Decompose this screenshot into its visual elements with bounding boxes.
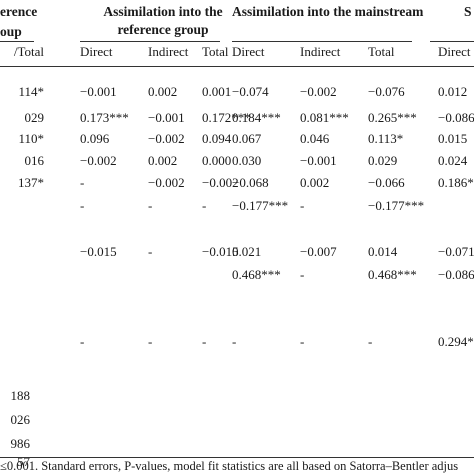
table-cell: −0.015: [80, 244, 117, 259]
table-cell: 0.184***: [232, 110, 281, 125]
table-cell: 110*: [18, 131, 44, 146]
table-cell: 0.000: [202, 153, 232, 168]
table-cell: −0.074: [232, 84, 269, 99]
table-cell: −0.002: [202, 175, 239, 190]
table-cell: 0.094: [202, 131, 232, 146]
table-cell: -: [148, 198, 153, 213]
table-cell: −0.071: [438, 244, 474, 259]
group2-header: Assimilation into the mainstream: [232, 4, 424, 19]
table-cell: 114*: [18, 84, 44, 99]
fit-statistic-value: 026: [10, 412, 31, 427]
table-cell: 0.030: [232, 153, 262, 168]
table-cell: 0.113*: [368, 131, 404, 146]
header-rule-group3: [430, 41, 474, 42]
table-bottom-rule: [0, 457, 474, 458]
table-cell: −0.007: [300, 244, 337, 259]
table-cell: −0.002: [148, 175, 185, 190]
table-cell: −0.066: [368, 175, 405, 190]
table-cell: 0.294*: [438, 334, 474, 349]
table-cell: 0.021: [232, 244, 262, 259]
table-cell: 0.046: [300, 131, 330, 146]
col0-header-line2: oup: [0, 24, 22, 39]
table-cell: 0.002: [148, 84, 178, 99]
table-cell: 0.002: [148, 153, 178, 168]
table-cell: −0.002: [148, 131, 185, 146]
table-cell: −0.001: [300, 153, 337, 168]
table-cell: -: [148, 334, 153, 349]
table-cell: 0.001: [202, 84, 232, 99]
table-cell: 137*: [18, 175, 44, 190]
group1-header-line1: Assimilation into the: [103, 4, 223, 19]
table-cell: -: [300, 334, 305, 349]
table-cell: -: [202, 334, 207, 349]
table-cell: 0.002: [300, 175, 330, 190]
subheader-rule: [0, 66, 474, 67]
table-cell: −0.086: [438, 110, 474, 125]
table-cell: 0.096: [80, 131, 110, 146]
table-cell: 0.012: [438, 84, 468, 99]
table-cell: -: [300, 198, 305, 213]
header-rule-group2: [232, 41, 412, 42]
column-subheader: Indirect: [148, 44, 189, 59]
column-subheader: Direct: [232, 44, 265, 59]
table-cell: 0.024: [438, 153, 468, 168]
column-subheader: Direct: [80, 44, 113, 59]
table-cell: 016: [24, 153, 45, 168]
table-cell: 0.029: [368, 153, 398, 168]
col0-header-line1: erence: [0, 4, 38, 19]
column-subheader: Total: [368, 44, 395, 59]
table-cell: 0.186*: [438, 175, 474, 190]
table-cell: -: [202, 198, 207, 213]
header-rule-col0: [0, 41, 34, 42]
table-cell: -: [80, 175, 85, 190]
table-cell: −0.002: [80, 153, 117, 168]
table-cell: 0.067: [232, 131, 262, 146]
table-cell: −0.002: [300, 84, 337, 99]
table-cell: 0.014: [368, 244, 398, 259]
column-subheader: Direct: [438, 44, 471, 59]
fit-statistic-value: 986: [10, 436, 31, 451]
table-cell: -: [148, 244, 153, 259]
table-cell: −0.177***: [232, 198, 289, 213]
column-subheader: Indirect: [300, 44, 341, 59]
table-cell: −0.068: [232, 175, 269, 190]
table-cell: -: [80, 334, 85, 349]
column-subheader: /Total: [13, 44, 44, 59]
table-cell: −0.076: [368, 84, 405, 99]
table-cell: −0.001: [148, 110, 185, 125]
table-cell: 0.265***: [368, 110, 417, 125]
table-cell: 0.468***: [232, 267, 281, 282]
table-cell: −0.001: [80, 84, 117, 99]
table-cell: -: [80, 198, 85, 213]
table-cell: 0.173***: [80, 110, 129, 125]
table-cell: −0.086: [438, 267, 474, 282]
table-cell: 0.468***: [368, 267, 417, 282]
fit-statistic-value: 188: [10, 388, 31, 403]
table-cell: 0.015: [438, 131, 468, 146]
table-cell: −0.015: [202, 244, 239, 259]
table-cell: 029: [24, 110, 45, 125]
column-subheader: Total: [202, 44, 229, 59]
table-cell: -: [232, 334, 237, 349]
table-cell: -: [300, 267, 305, 282]
table-cell: 0.172***: [202, 110, 251, 125]
table-cell: 0.081***: [300, 110, 349, 125]
group3-header: S: [464, 4, 472, 19]
group1-header-line2: reference group: [117, 22, 209, 37]
header-rule-group1: [80, 41, 220, 42]
table-cell: −0.177***: [368, 198, 425, 213]
table-footnote: ≤0.001. Standard errors, P-values, model…: [0, 459, 459, 473]
table-cell: -: [368, 334, 373, 349]
